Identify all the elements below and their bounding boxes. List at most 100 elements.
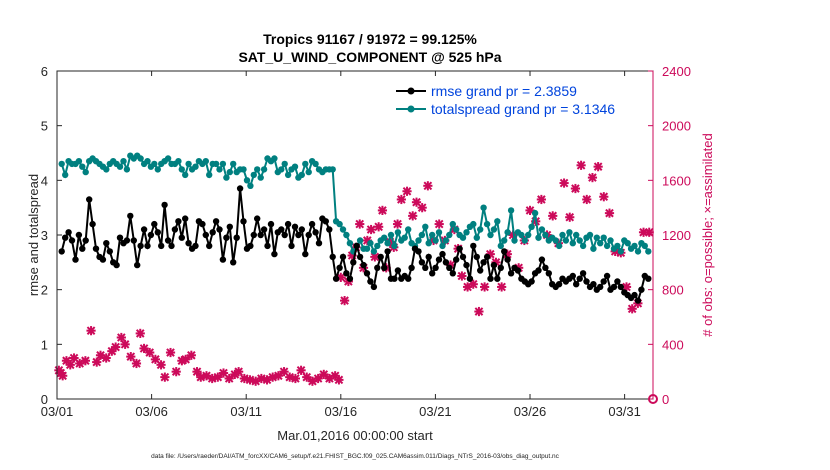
series-point bbox=[202, 231, 209, 239]
x-axis: 03/01 03/06 03/11 03/16 03/21 03/26 03/31 bbox=[41, 71, 641, 419]
series-point bbox=[230, 160, 237, 168]
series-point bbox=[154, 229, 161, 236]
obs-count-marker bbox=[402, 186, 412, 196]
legend-rmse-label: rmse grand pr = 2.3859 bbox=[431, 83, 577, 99]
series-point bbox=[247, 182, 254, 189]
series-point bbox=[144, 158, 151, 165]
series-point bbox=[182, 171, 189, 179]
series-point bbox=[226, 168, 233, 176]
series-point bbox=[645, 275, 652, 282]
series-point bbox=[483, 220, 491, 228]
series-point bbox=[456, 245, 463, 252]
y-axis-right-label: # of obs: o=possible; ×=assimilated bbox=[700, 133, 715, 336]
series-point bbox=[322, 218, 329, 225]
series-point bbox=[116, 163, 124, 170]
series-point bbox=[240, 218, 247, 225]
obs-count-marker bbox=[111, 342, 121, 352]
series-point bbox=[415, 248, 422, 255]
series-point bbox=[405, 275, 412, 282]
series-point bbox=[182, 215, 189, 222]
series-point bbox=[326, 226, 333, 233]
obs-count-marker bbox=[536, 194, 546, 205]
obs-count-marker bbox=[313, 373, 323, 384]
series-point bbox=[429, 270, 436, 277]
series-point bbox=[178, 166, 185, 173]
x-axis-label: Mar.01,2016 00:00:00 start bbox=[277, 428, 433, 443]
obs-count-marker bbox=[497, 282, 507, 292]
legend: rmse grand pr = 2.3859 totalspread grand… bbox=[390, 78, 648, 120]
obs-count-marker bbox=[186, 350, 196, 360]
series-point bbox=[422, 223, 429, 230]
y-left-tick-label: 2 bbox=[41, 283, 48, 298]
series-point bbox=[597, 283, 604, 291]
series-point bbox=[99, 256, 107, 263]
series-point bbox=[425, 240, 432, 247]
obs-count-marker bbox=[423, 181, 433, 191]
series-point bbox=[638, 286, 645, 293]
series-point bbox=[415, 237, 422, 244]
series-point bbox=[339, 226, 347, 233]
y-right-tick-label: 1600 bbox=[662, 173, 691, 188]
x-tick-label: 03/26 bbox=[514, 404, 547, 419]
series-point bbox=[144, 242, 151, 250]
series-point bbox=[267, 220, 275, 228]
legend-spread-label: totalspread grand pr = 3.1346 bbox=[431, 101, 615, 117]
series-point bbox=[405, 226, 412, 233]
obs-count-marker bbox=[290, 373, 300, 384]
chart-subtitle: SAT_U_WIND_COMPONENT @ 525 hPa bbox=[238, 49, 501, 65]
series-point bbox=[617, 283, 624, 291]
obs-count-marker bbox=[434, 219, 444, 229]
series-point bbox=[463, 229, 470, 236]
obs-count-marker bbox=[392, 219, 403, 229]
obs-count-marker bbox=[234, 367, 244, 377]
series-point bbox=[278, 166, 285, 173]
series-point bbox=[634, 248, 642, 255]
obs-count-marker bbox=[582, 194, 592, 205]
footer-data-file: data file: /Users/raeder/DAI/ATM_forcXX/… bbox=[151, 453, 560, 460]
series-point bbox=[374, 264, 381, 271]
series-point bbox=[151, 220, 158, 228]
series-point bbox=[453, 226, 460, 233]
series-point bbox=[158, 242, 165, 250]
series-point bbox=[501, 237, 508, 244]
series-point bbox=[72, 256, 79, 263]
obs-count-marker bbox=[92, 357, 102, 367]
y-left-tick-label: 5 bbox=[41, 119, 48, 134]
series-point bbox=[185, 160, 192, 168]
series-point bbox=[137, 242, 144, 250]
y-left-tick-label: 6 bbox=[41, 64, 48, 79]
series-point bbox=[435, 256, 443, 263]
y-right-tick-label: 800 bbox=[662, 283, 684, 298]
series-point bbox=[363, 270, 371, 277]
series-point bbox=[315, 240, 323, 247]
obs-count-marker bbox=[171, 367, 181, 377]
x-tick-label: 03/21 bbox=[419, 404, 452, 419]
series-point bbox=[449, 270, 456, 277]
series-point bbox=[291, 223, 299, 230]
series-point bbox=[439, 250, 446, 258]
series-point bbox=[367, 278, 374, 285]
obs-count-marker bbox=[457, 271, 467, 281]
legend-rmse-marker bbox=[407, 87, 415, 95]
series-point bbox=[89, 220, 96, 228]
series-point bbox=[590, 245, 597, 252]
y-right-tick-label: 2000 bbox=[662, 119, 691, 134]
legend-spread-marker bbox=[407, 105, 415, 113]
series-point bbox=[61, 171, 69, 179]
obs-count-marker bbox=[150, 354, 160, 364]
series-point bbox=[583, 278, 590, 285]
series-point bbox=[381, 264, 388, 271]
y-right-tick-label: 2400 bbox=[662, 64, 691, 79]
series-point bbox=[346, 240, 354, 247]
obs-count-marker bbox=[116, 332, 126, 343]
series-point bbox=[260, 166, 268, 173]
series-point bbox=[356, 253, 364, 261]
series-point bbox=[597, 240, 604, 247]
series-point bbox=[206, 242, 213, 250]
series-point bbox=[350, 259, 357, 266]
series-point bbox=[356, 237, 364, 244]
obs-count-marker bbox=[145, 347, 155, 358]
obs-count-marker bbox=[65, 360, 75, 370]
series-point bbox=[507, 207, 515, 214]
